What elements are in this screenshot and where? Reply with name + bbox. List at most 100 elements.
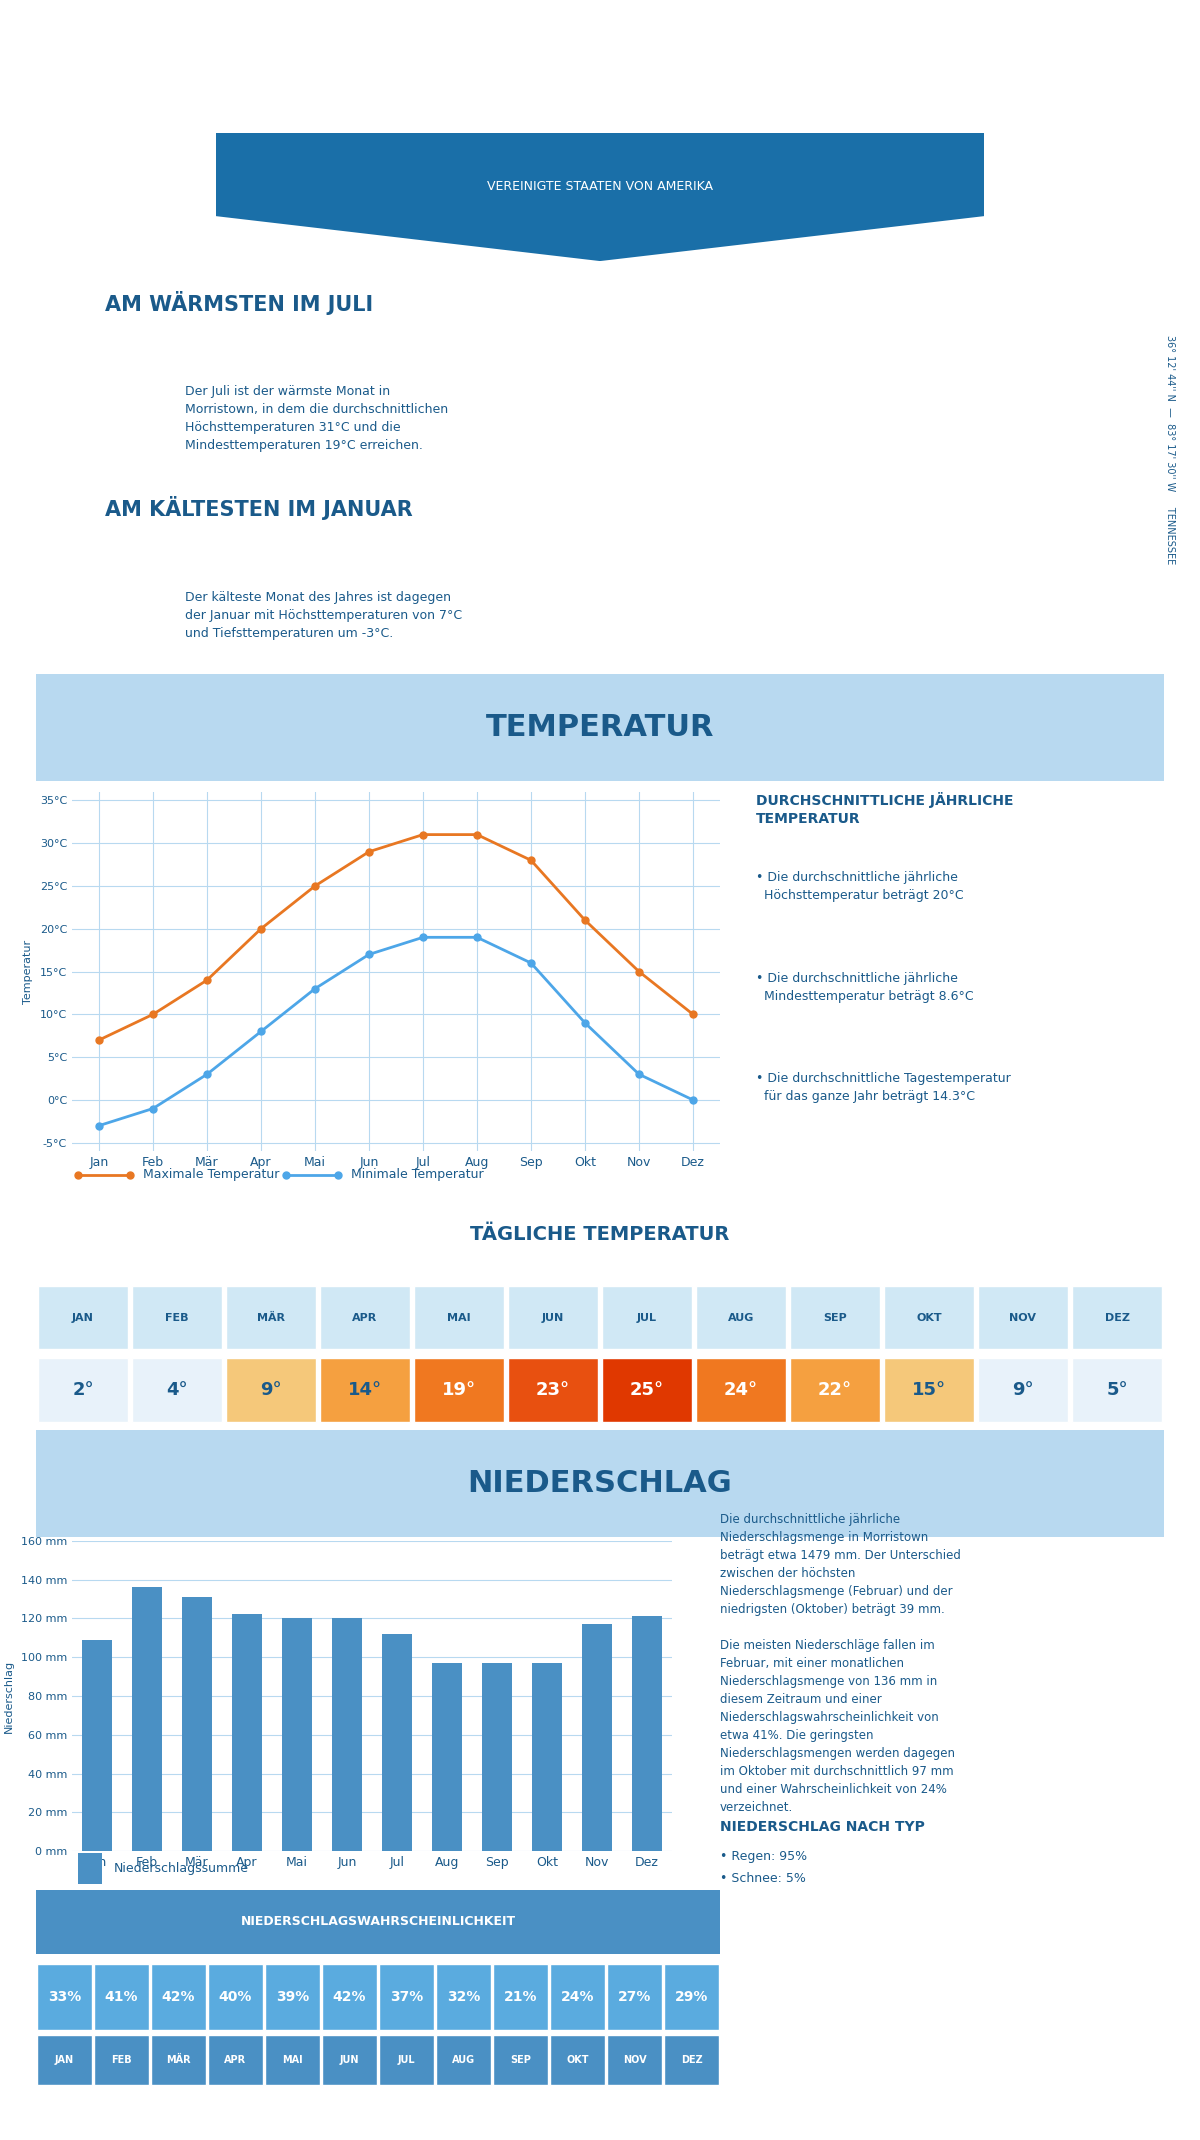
Text: 33%: 33%: [48, 1990, 82, 2003]
Text: 36° 12' 44'' N  —  83° 17' 30'' W     TENNESSEE: 36° 12' 44'' N — 83° 17' 30'' W TENNESSE…: [1165, 334, 1175, 565]
FancyBboxPatch shape: [265, 1965, 320, 2031]
Text: AUG: AUG: [728, 1312, 754, 1323]
FancyBboxPatch shape: [884, 1357, 974, 1421]
Text: DURCHSCHNITTLICHE JÄHRLICHE
TEMPERATUR: DURCHSCHNITTLICHE JÄHRLICHE TEMPERATUR: [756, 792, 1014, 826]
Bar: [132, 1588, 162, 1851]
FancyBboxPatch shape: [550, 1965, 605, 2031]
Text: NOV: NOV: [623, 2054, 647, 2065]
FancyBboxPatch shape: [37, 2035, 92, 2084]
FancyBboxPatch shape: [436, 2035, 491, 2084]
Text: 42%: 42%: [162, 1990, 196, 2003]
Text: Die durchschnittliche jährliche
Niederschlagsmenge in Morristown
beträgt etwa 14: Die durchschnittliche jährliche Niedersc…: [720, 1513, 961, 1815]
Text: JUN: JUN: [340, 2054, 359, 2065]
FancyBboxPatch shape: [37, 1965, 92, 2031]
Text: Der kälteste Monat des Jahres ist dagegen
der Januar mit Höchsttemperaturen von : Der kälteste Monat des Jahres ist dagege…: [185, 591, 462, 640]
Text: JAN: JAN: [72, 1312, 94, 1323]
FancyBboxPatch shape: [436, 1965, 491, 2031]
Text: 41%: 41%: [104, 1990, 138, 2003]
Text: OKT: OKT: [566, 2054, 589, 2065]
FancyBboxPatch shape: [414, 1357, 504, 1421]
FancyBboxPatch shape: [132, 1286, 222, 1348]
Text: TÄGLICHE TEMPERATUR: TÄGLICHE TEMPERATUR: [470, 1226, 730, 1243]
FancyBboxPatch shape: [664, 2035, 719, 2084]
Text: 24°: 24°: [724, 1380, 758, 1400]
FancyBboxPatch shape: [493, 1965, 548, 2031]
Text: MÄR: MÄR: [166, 2054, 191, 2065]
FancyBboxPatch shape: [208, 2035, 263, 2084]
Y-axis label: Niederschlag: Niederschlag: [4, 1658, 14, 1733]
FancyBboxPatch shape: [94, 2035, 149, 2084]
Text: OKT: OKT: [916, 1312, 942, 1323]
FancyBboxPatch shape: [602, 1286, 692, 1348]
Text: APR: APR: [353, 1312, 378, 1323]
Text: 42%: 42%: [332, 1990, 366, 2003]
FancyBboxPatch shape: [78, 1853, 102, 1883]
Text: TEMPERATUR: TEMPERATUR: [486, 713, 714, 743]
FancyBboxPatch shape: [151, 1965, 206, 2031]
FancyBboxPatch shape: [602, 1357, 692, 1421]
FancyBboxPatch shape: [38, 1286, 128, 1348]
Text: AUG: AUG: [452, 2054, 475, 2065]
Text: 2°: 2°: [72, 1380, 94, 1400]
FancyBboxPatch shape: [322, 2035, 377, 2084]
Text: NOV: NOV: [1009, 1312, 1037, 1323]
Text: SEP: SEP: [823, 1312, 847, 1323]
FancyBboxPatch shape: [790, 1357, 880, 1421]
Text: 32%: 32%: [446, 1990, 480, 2003]
FancyBboxPatch shape: [13, 1427, 1187, 1539]
FancyBboxPatch shape: [508, 1286, 598, 1348]
FancyBboxPatch shape: [226, 1286, 316, 1348]
FancyBboxPatch shape: [379, 2035, 434, 2084]
Bar: [532, 1663, 562, 1851]
FancyBboxPatch shape: [379, 1965, 434, 2031]
Text: VEREINIGTE STAATEN VON AMERIKA: VEREINIGTE STAATEN VON AMERIKA: [487, 180, 713, 193]
FancyBboxPatch shape: [151, 2035, 206, 2084]
Text: METEOATLAS.DE: METEOATLAS.DE: [949, 2108, 1091, 2125]
FancyBboxPatch shape: [320, 1286, 410, 1348]
Polygon shape: [216, 133, 984, 261]
Text: Minimale Temperatur: Minimale Temperatur: [350, 1168, 484, 1181]
Text: JUN: JUN: [542, 1312, 564, 1323]
FancyBboxPatch shape: [884, 1286, 974, 1348]
FancyBboxPatch shape: [978, 1357, 1068, 1421]
Bar: [182, 1596, 212, 1851]
Bar: [582, 1624, 612, 1851]
FancyBboxPatch shape: [265, 2035, 320, 2084]
FancyBboxPatch shape: [508, 1357, 598, 1421]
Text: NIEDERSCHLAG: NIEDERSCHLAG: [468, 1468, 732, 1498]
Text: 21%: 21%: [504, 1990, 538, 2003]
Bar: [632, 1616, 662, 1851]
Text: CC BY-ND 4.0: CC BY-ND 4.0: [54, 2110, 138, 2123]
FancyBboxPatch shape: [414, 1286, 504, 1348]
Bar: [382, 1635, 412, 1851]
FancyBboxPatch shape: [1072, 1286, 1162, 1348]
FancyBboxPatch shape: [550, 2035, 605, 2084]
Text: 27%: 27%: [618, 1990, 652, 2003]
Text: 5°: 5°: [1106, 1380, 1128, 1400]
Text: • Die durchschnittliche jährliche
  Höchsttemperatur beträgt 20°C: • Die durchschnittliche jährliche Höchst…: [756, 871, 964, 901]
FancyBboxPatch shape: [322, 1965, 377, 2031]
FancyBboxPatch shape: [208, 1965, 263, 2031]
Text: 39%: 39%: [276, 1990, 310, 2003]
Text: Niederschlagssumme: Niederschlagssumme: [114, 1862, 250, 1875]
Text: 25°: 25°: [630, 1380, 664, 1400]
Text: • Regen: 95%: • Regen: 95%: [720, 1849, 808, 1864]
Bar: [282, 1618, 312, 1851]
Text: NIEDERSCHLAGSWAHRSCHEINLICHKEIT: NIEDERSCHLAGSWAHRSCHEINLICHKEIT: [240, 1915, 516, 1928]
FancyBboxPatch shape: [493, 2035, 548, 2084]
Text: FEB: FEB: [112, 2054, 132, 2065]
Text: 9°: 9°: [1012, 1380, 1034, 1400]
FancyBboxPatch shape: [607, 2035, 662, 2084]
Text: NIEDERSCHLAG NACH TYP: NIEDERSCHLAG NACH TYP: [720, 1819, 925, 1834]
Text: MÄR: MÄR: [257, 1312, 286, 1323]
FancyBboxPatch shape: [36, 1890, 720, 1954]
FancyBboxPatch shape: [226, 1357, 316, 1421]
FancyBboxPatch shape: [696, 1357, 786, 1421]
Bar: [332, 1618, 362, 1851]
FancyBboxPatch shape: [320, 1357, 410, 1421]
Text: 9°: 9°: [260, 1380, 282, 1400]
Bar: [232, 1614, 262, 1851]
Text: APR: APR: [224, 2054, 246, 2065]
FancyBboxPatch shape: [664, 1965, 719, 2031]
Text: 23°: 23°: [536, 1380, 570, 1400]
